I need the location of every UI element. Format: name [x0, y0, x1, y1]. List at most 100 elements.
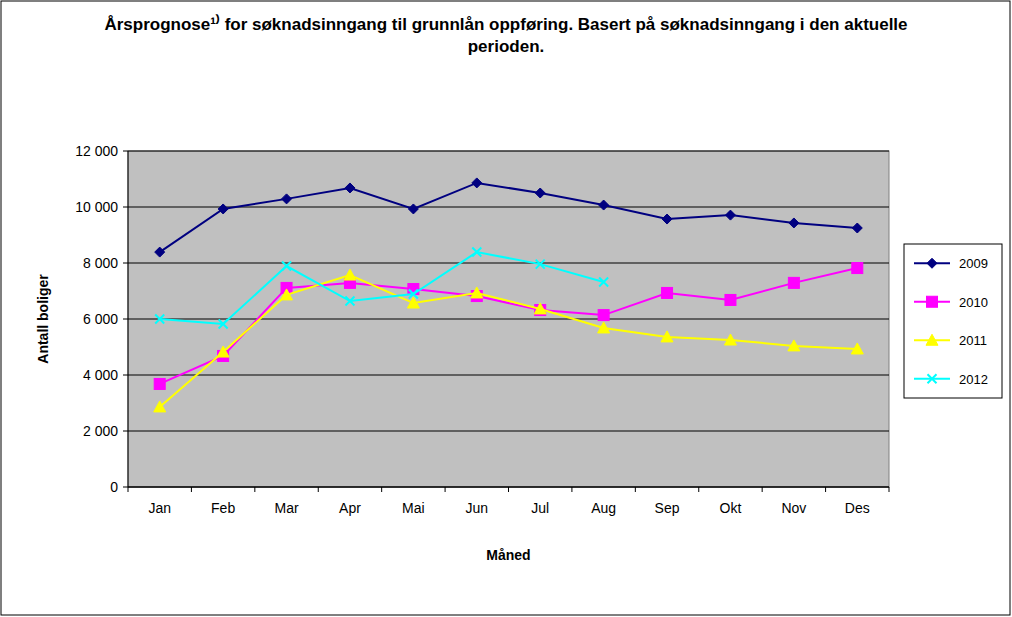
point — [408, 204, 418, 214]
x-tick — [698, 487, 699, 492]
point — [282, 194, 292, 204]
point — [155, 247, 165, 257]
y-tick-label: 2 000 — [83, 423, 118, 439]
x-tick-label: Des — [845, 500, 870, 516]
point — [344, 269, 356, 280]
y-tick — [123, 375, 128, 376]
point — [409, 290, 418, 299]
point — [852, 263, 863, 274]
legend-label: 2009 — [959, 256, 988, 271]
point — [217, 346, 229, 357]
point — [472, 178, 482, 188]
point — [725, 294, 736, 305]
x-tick-label: Feb — [211, 500, 235, 516]
point — [662, 287, 673, 298]
point — [661, 331, 673, 342]
series-line — [160, 252, 604, 324]
point — [155, 315, 164, 324]
point — [598, 310, 609, 321]
point — [218, 204, 228, 214]
y-tick — [123, 487, 128, 488]
point — [535, 188, 545, 198]
x-tick — [381, 487, 382, 492]
legend-marker — [927, 258, 937, 268]
point — [282, 262, 291, 271]
x-tick — [128, 487, 129, 492]
series-line — [160, 183, 858, 252]
y-tick-label: 12 000 — [75, 143, 118, 159]
x-tick-label: Mar — [274, 500, 298, 516]
point — [724, 334, 736, 345]
x-tick — [254, 487, 255, 492]
chart: Årsprognose¹⁾ for søknadsinngang til gru… — [0, 0, 1012, 617]
grid-line — [128, 319, 889, 320]
y-tick — [123, 263, 128, 264]
legend-marker — [927, 296, 938, 307]
point — [662, 214, 672, 224]
y-tick-label: 10 000 — [75, 199, 118, 215]
y-tick — [123, 319, 128, 320]
legend-label: 2011 — [959, 333, 987, 348]
y-tick-label: 4 000 — [83, 367, 118, 383]
point — [471, 287, 483, 298]
grid-line — [128, 375, 889, 376]
x-tick — [445, 487, 446, 492]
x-tick — [318, 487, 319, 492]
point — [599, 200, 609, 210]
x-tick-label: Mai — [402, 500, 425, 516]
point — [154, 378, 165, 389]
point — [154, 401, 166, 412]
y-tick-label: 0 — [110, 479, 118, 495]
point — [281, 289, 293, 300]
point — [345, 297, 354, 306]
grid-line — [128, 151, 889, 152]
y-tick — [123, 207, 128, 208]
legend-box — [904, 244, 1002, 398]
legend-label: 2012 — [959, 372, 988, 387]
plot-area — [128, 151, 889, 487]
x-tick — [635, 487, 636, 492]
chart-svg: 02 0004 0006 0008 00010 00012 000JanFebM… — [0, 0, 1012, 617]
point — [219, 320, 228, 329]
y-tick — [123, 431, 128, 432]
point — [536, 260, 545, 269]
x-tick-label: Nov — [781, 500, 806, 516]
point — [345, 183, 355, 193]
x-tick — [825, 487, 826, 492]
point — [472, 248, 481, 257]
x-tick — [762, 487, 763, 492]
point — [852, 223, 862, 233]
x-tick-label: Okt — [720, 500, 742, 516]
grid-line — [128, 263, 889, 264]
frame — [1, 1, 1010, 615]
series-line — [160, 275, 858, 407]
y-axis — [128, 151, 129, 487]
x-tick-label: Apr — [339, 500, 361, 516]
point — [788, 277, 799, 288]
point — [788, 340, 800, 351]
point — [789, 218, 799, 228]
legend-marker — [926, 334, 938, 345]
point — [599, 278, 608, 287]
point — [851, 343, 863, 354]
x-tick-label: Jan — [148, 500, 171, 516]
point — [534, 303, 546, 314]
point — [598, 322, 610, 333]
x-tick-label: Aug — [591, 500, 616, 516]
series-group — [154, 178, 864, 412]
x-tick — [889, 487, 890, 492]
y-tick — [123, 151, 128, 152]
title: Årsprognose¹⁾ for søknadsinngang til gru… — [100, 14, 912, 58]
x-tick-label: Jun — [466, 500, 489, 516]
grid-line — [128, 431, 889, 432]
x-axis-label: Måned — [486, 547, 530, 563]
point — [725, 210, 735, 220]
x-tick — [571, 487, 572, 492]
x-tick — [191, 487, 192, 492]
x-tick-label: Jul — [531, 500, 549, 516]
x-tick-label: Sep — [655, 500, 680, 516]
x-tick — [508, 487, 509, 492]
legend-marker — [928, 374, 937, 383]
legend-label: 2010 — [959, 295, 988, 310]
y-tick-label: 8 000 — [83, 255, 118, 271]
